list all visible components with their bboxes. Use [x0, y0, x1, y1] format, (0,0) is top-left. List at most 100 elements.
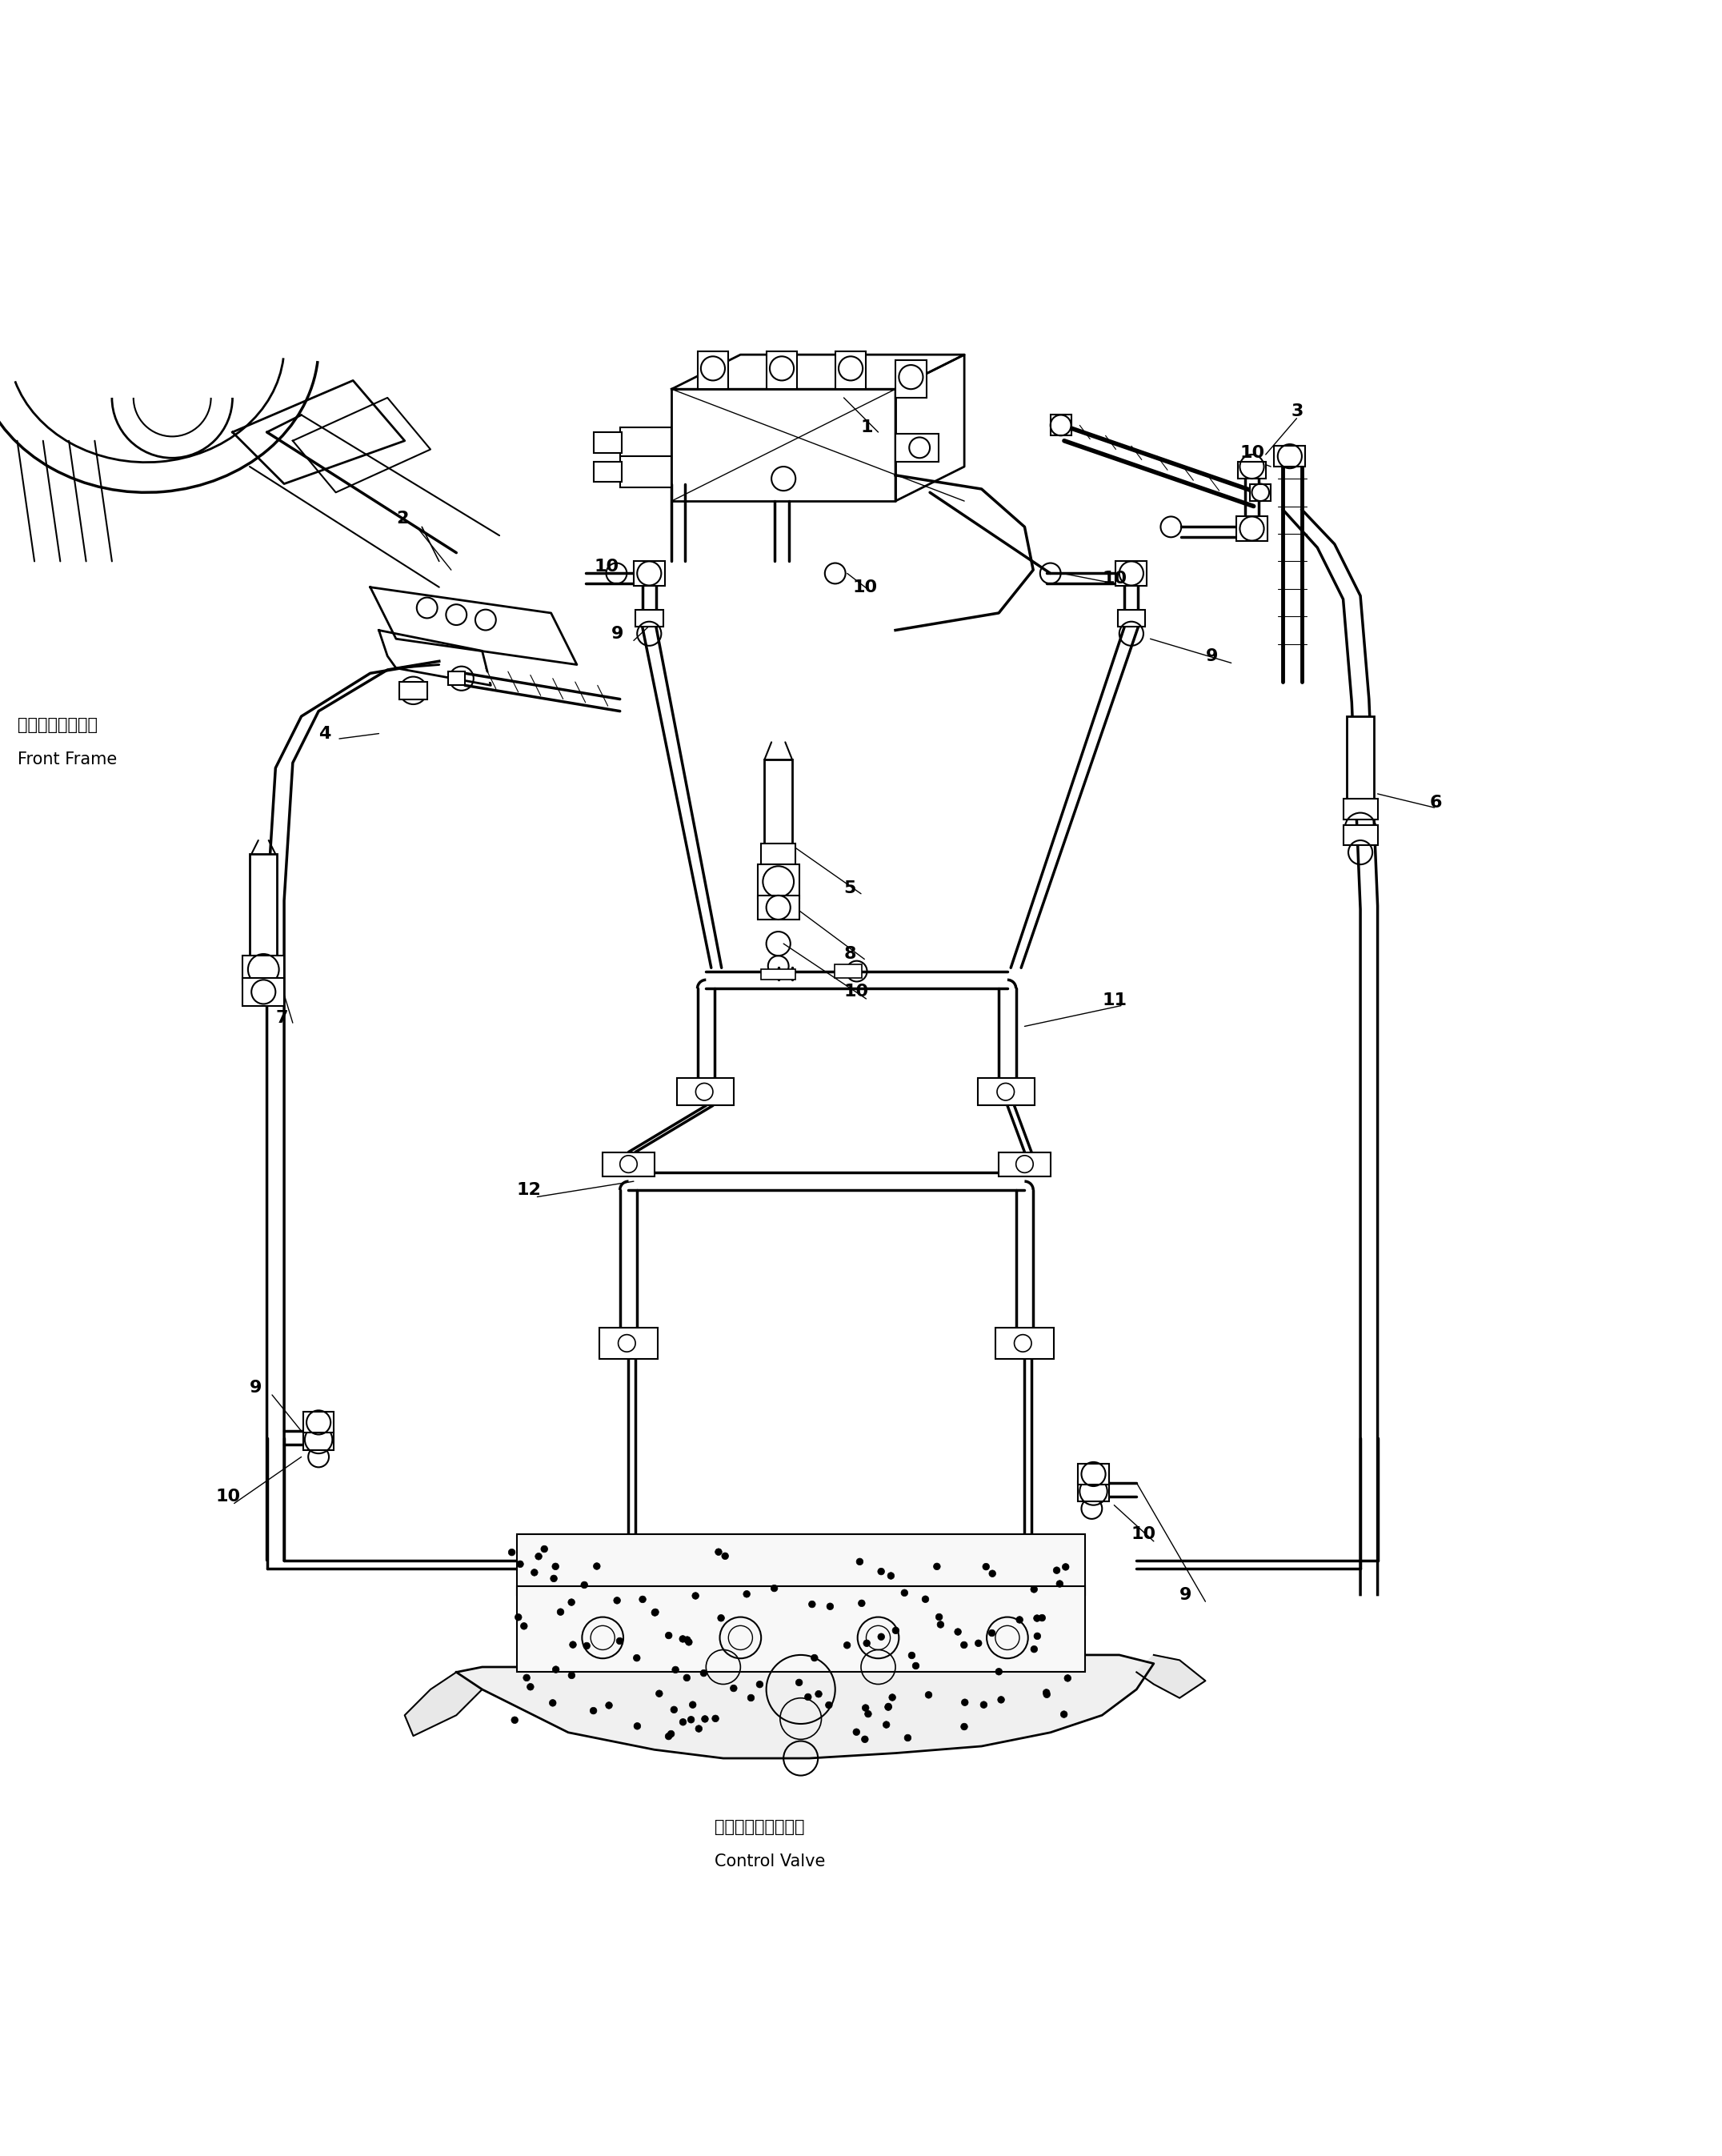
Bar [594, 461, 622, 483]
Circle shape [856, 1559, 863, 1565]
Bar [761, 843, 796, 865]
Circle shape [701, 1716, 708, 1723]
Circle shape [954, 1628, 961, 1634]
Circle shape [1044, 1690, 1050, 1699]
Bar [995, 1328, 1054, 1358]
Bar [1250, 483, 1271, 500]
Text: 10: 10 [852, 580, 876, 595]
Text: 2: 2 [396, 511, 408, 526]
Circle shape [796, 1680, 802, 1686]
Circle shape [730, 1684, 737, 1692]
Circle shape [811, 1654, 818, 1662]
Bar [978, 1078, 1035, 1106]
Circle shape [680, 1718, 687, 1725]
Circle shape [616, 1639, 623, 1645]
Bar [448, 671, 465, 686]
Circle shape [892, 1628, 899, 1634]
Bar [758, 895, 799, 921]
Text: 10: 10 [1131, 1526, 1155, 1542]
Circle shape [1062, 1563, 1069, 1570]
Bar [833, 964, 861, 979]
Circle shape [678, 1636, 685, 1643]
Circle shape [568, 1671, 575, 1680]
Text: 6: 6 [1429, 793, 1441, 811]
Circle shape [665, 1632, 672, 1639]
Circle shape [570, 1641, 577, 1647]
Circle shape [1056, 1580, 1062, 1587]
Bar [1236, 517, 1267, 541]
Text: フロントフレーム: フロントフレーム [17, 718, 96, 733]
Circle shape [558, 1608, 565, 1615]
Bar [517, 1535, 1085, 1595]
Bar [634, 561, 665, 586]
Circle shape [885, 1703, 892, 1710]
Circle shape [715, 1548, 722, 1554]
Circle shape [1033, 1615, 1040, 1621]
Circle shape [670, 1705, 677, 1714]
Text: 10: 10 [1102, 571, 1126, 586]
Circle shape [1033, 1632, 1040, 1639]
Text: コントロールバルブ: コントロールバルブ [715, 1820, 804, 1835]
Circle shape [771, 1585, 778, 1591]
Bar [243, 979, 284, 1005]
Circle shape [809, 1600, 816, 1608]
Circle shape [907, 1651, 914, 1658]
Bar [594, 431, 622, 453]
Circle shape [844, 1641, 851, 1649]
Circle shape [672, 1667, 678, 1673]
Circle shape [988, 1630, 995, 1636]
Bar [1238, 461, 1266, 479]
Circle shape [520, 1623, 527, 1630]
Bar [758, 865, 799, 899]
Bar [1274, 446, 1305, 466]
Text: 10: 10 [215, 1488, 239, 1505]
Circle shape [701, 1669, 708, 1677]
Circle shape [594, 1563, 601, 1570]
Circle shape [975, 1641, 982, 1647]
Bar [677, 1078, 734, 1106]
Text: 9: 9 [1180, 1587, 1192, 1602]
Circle shape [887, 1572, 894, 1578]
Circle shape [692, 1593, 699, 1600]
Circle shape [508, 1548, 515, 1557]
Circle shape [684, 1675, 691, 1682]
Bar [517, 1587, 1085, 1673]
Circle shape [639, 1595, 646, 1602]
Circle shape [606, 1701, 613, 1710]
Circle shape [744, 1591, 751, 1598]
Circle shape [827, 1602, 833, 1611]
Bar [895, 360, 926, 397]
Circle shape [536, 1552, 542, 1559]
Text: 7: 7 [276, 1009, 288, 1026]
Circle shape [653, 1608, 660, 1615]
Circle shape [925, 1692, 932, 1699]
Circle shape [878, 1567, 885, 1574]
Bar [1050, 414, 1071, 436]
Bar [303, 1429, 334, 1451]
Circle shape [901, 1589, 907, 1595]
Circle shape [665, 1733, 672, 1740]
Circle shape [825, 1701, 832, 1708]
Bar [250, 854, 277, 957]
Text: 4: 4 [319, 727, 331, 742]
Circle shape [1031, 1645, 1038, 1654]
Circle shape [961, 1641, 968, 1649]
Bar [1116, 561, 1147, 586]
Circle shape [997, 1697, 1004, 1703]
Circle shape [511, 1716, 518, 1723]
Bar [620, 427, 672, 457]
Circle shape [1030, 1587, 1037, 1593]
Text: 9: 9 [1205, 649, 1217, 664]
Circle shape [530, 1570, 537, 1576]
Bar [999, 1151, 1050, 1177]
Circle shape [889, 1695, 895, 1701]
Circle shape [858, 1600, 864, 1606]
Circle shape [553, 1667, 560, 1673]
Circle shape [852, 1729, 859, 1736]
Circle shape [634, 1723, 641, 1729]
Bar [1343, 826, 1378, 845]
Circle shape [549, 1699, 556, 1705]
Circle shape [747, 1695, 754, 1701]
Circle shape [515, 1613, 522, 1621]
Circle shape [988, 1570, 995, 1576]
